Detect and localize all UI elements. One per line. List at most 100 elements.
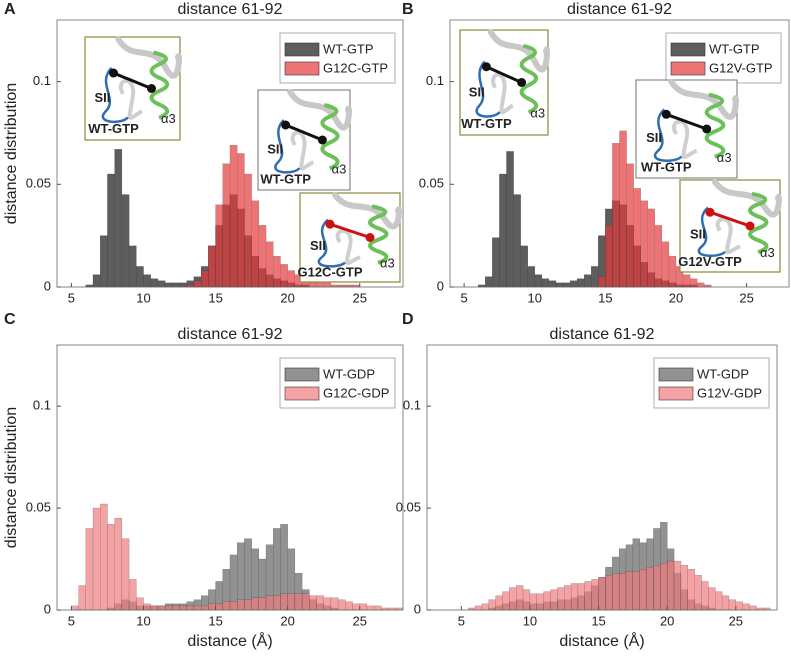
histogram-bar (157, 605, 166, 611)
residue (109, 68, 118, 78)
ribbon (115, 36, 182, 79)
histogram-bar (150, 278, 159, 288)
histogram-bar (128, 245, 137, 288)
histogram-bar (543, 591, 551, 611)
switch-loop (653, 108, 683, 162)
histogram-bar (323, 282, 332, 288)
ribbon (668, 79, 739, 120)
sii-label: SII (310, 238, 326, 253)
histogram-bar (576, 278, 585, 288)
histogram-bar (529, 593, 537, 611)
helix (368, 204, 389, 265)
histogram-bar (481, 603, 489, 611)
histogram-bar (208, 245, 216, 288)
ribbon (487, 29, 550, 73)
ribbon (712, 179, 782, 218)
histogram-bar (488, 599, 496, 611)
legend-label: G12V-GTP (709, 60, 773, 75)
histogram-bar (280, 593, 288, 611)
histogram-bar (557, 587, 565, 611)
legend-swatch (670, 61, 706, 76)
residue (325, 219, 335, 229)
histogram-bar (689, 278, 698, 288)
x-tick-label: 10 (528, 290, 542, 305)
inset-name: G12V-GTP (678, 254, 742, 269)
inset: SII α3 G12C-GTP (297, 192, 402, 283)
residue (147, 84, 156, 93)
x-tick-label: 25 (739, 290, 753, 305)
ribbon (672, 119, 698, 159)
histogram-bar (71, 605, 79, 611)
x-axis-label: distance (Å) (559, 631, 644, 650)
histogram-bar (520, 245, 528, 288)
histogram-bar (150, 605, 159, 611)
histogram-bar (107, 173, 115, 288)
histogram-bar (316, 595, 324, 611)
histogram-bar (114, 518, 123, 611)
histogram-bar (92, 274, 101, 288)
switch-loop (101, 67, 129, 124)
histogram-bar (128, 579, 137, 611)
histogram-bar (668, 256, 677, 288)
histogram-bar (244, 173, 252, 288)
histogram-bar (625, 571, 634, 611)
histogram-bar (605, 575, 613, 611)
histogram-bar (121, 194, 130, 288)
y-axis-label: distance distribution (3, 407, 20, 548)
x-tick-label: 5 (461, 290, 468, 305)
histogram-bar (85, 528, 94, 611)
helix-label: α3 (380, 256, 395, 271)
y-tick-label: 0.1 (33, 398, 51, 413)
y-tick-label: 0.05 (26, 176, 51, 191)
helix-label: α3 (717, 150, 732, 165)
axes-frame (426, 344, 778, 611)
histogram-bar (647, 208, 655, 288)
histogram-bar (330, 597, 339, 611)
histogram-bar (536, 593, 544, 611)
inset: SII α3 WT-GTP (257, 89, 352, 191)
sii-label: SII (95, 90, 111, 105)
histogram-bar (280, 264, 288, 288)
histogram-bar (728, 599, 736, 611)
histogram-bar (522, 589, 531, 611)
histogram-bar (229, 145, 238, 288)
histogram-bar (179, 282, 187, 288)
inset: SII α3 G12V-GTP (678, 179, 782, 273)
legend-swatch (284, 386, 320, 401)
chart-title: distance 61-92 (178, 1, 283, 18)
histogram-bar (569, 280, 578, 288)
residue (281, 120, 291, 130)
x-tick-label: 5 (68, 290, 75, 305)
histogram-bar (164, 282, 173, 288)
histogram-bar (626, 163, 634, 288)
histogram-bar (550, 589, 558, 611)
histogram-bar (570, 583, 579, 611)
histogram-bar (548, 280, 557, 288)
histogram-bar (492, 237, 500, 288)
histogram-bar (237, 599, 245, 611)
histogram-bar (749, 605, 757, 611)
histogram-bar (143, 603, 151, 611)
histogram-bar (708, 587, 716, 611)
inset-name: WT-GTP (88, 121, 139, 136)
helix-label: α3 (161, 111, 176, 126)
x-axis-label: distance (Å) (187, 631, 272, 650)
ribbon (715, 217, 741, 255)
histogram-bar (323, 597, 332, 611)
inset: SII α3 WT-GTP (84, 36, 182, 141)
x-tick-label: 15 (598, 290, 612, 305)
histogram-bar (287, 593, 296, 611)
inset-name: WT-GTP (461, 116, 512, 131)
histogram-bar (499, 173, 507, 288)
x-tick-label: 20 (669, 290, 683, 305)
axes-frame (449, 19, 790, 288)
switch-loop (475, 60, 501, 118)
x-tick-label: 10 (136, 613, 150, 628)
helix-label: α3 (760, 245, 775, 260)
y-tick-label: 0.05 (419, 176, 444, 191)
histogram-bar (654, 225, 663, 288)
histogram-bar (598, 276, 606, 288)
y-tick-label: 0.1 (426, 73, 444, 88)
helix (519, 43, 539, 115)
panel-label: D (402, 311, 414, 328)
